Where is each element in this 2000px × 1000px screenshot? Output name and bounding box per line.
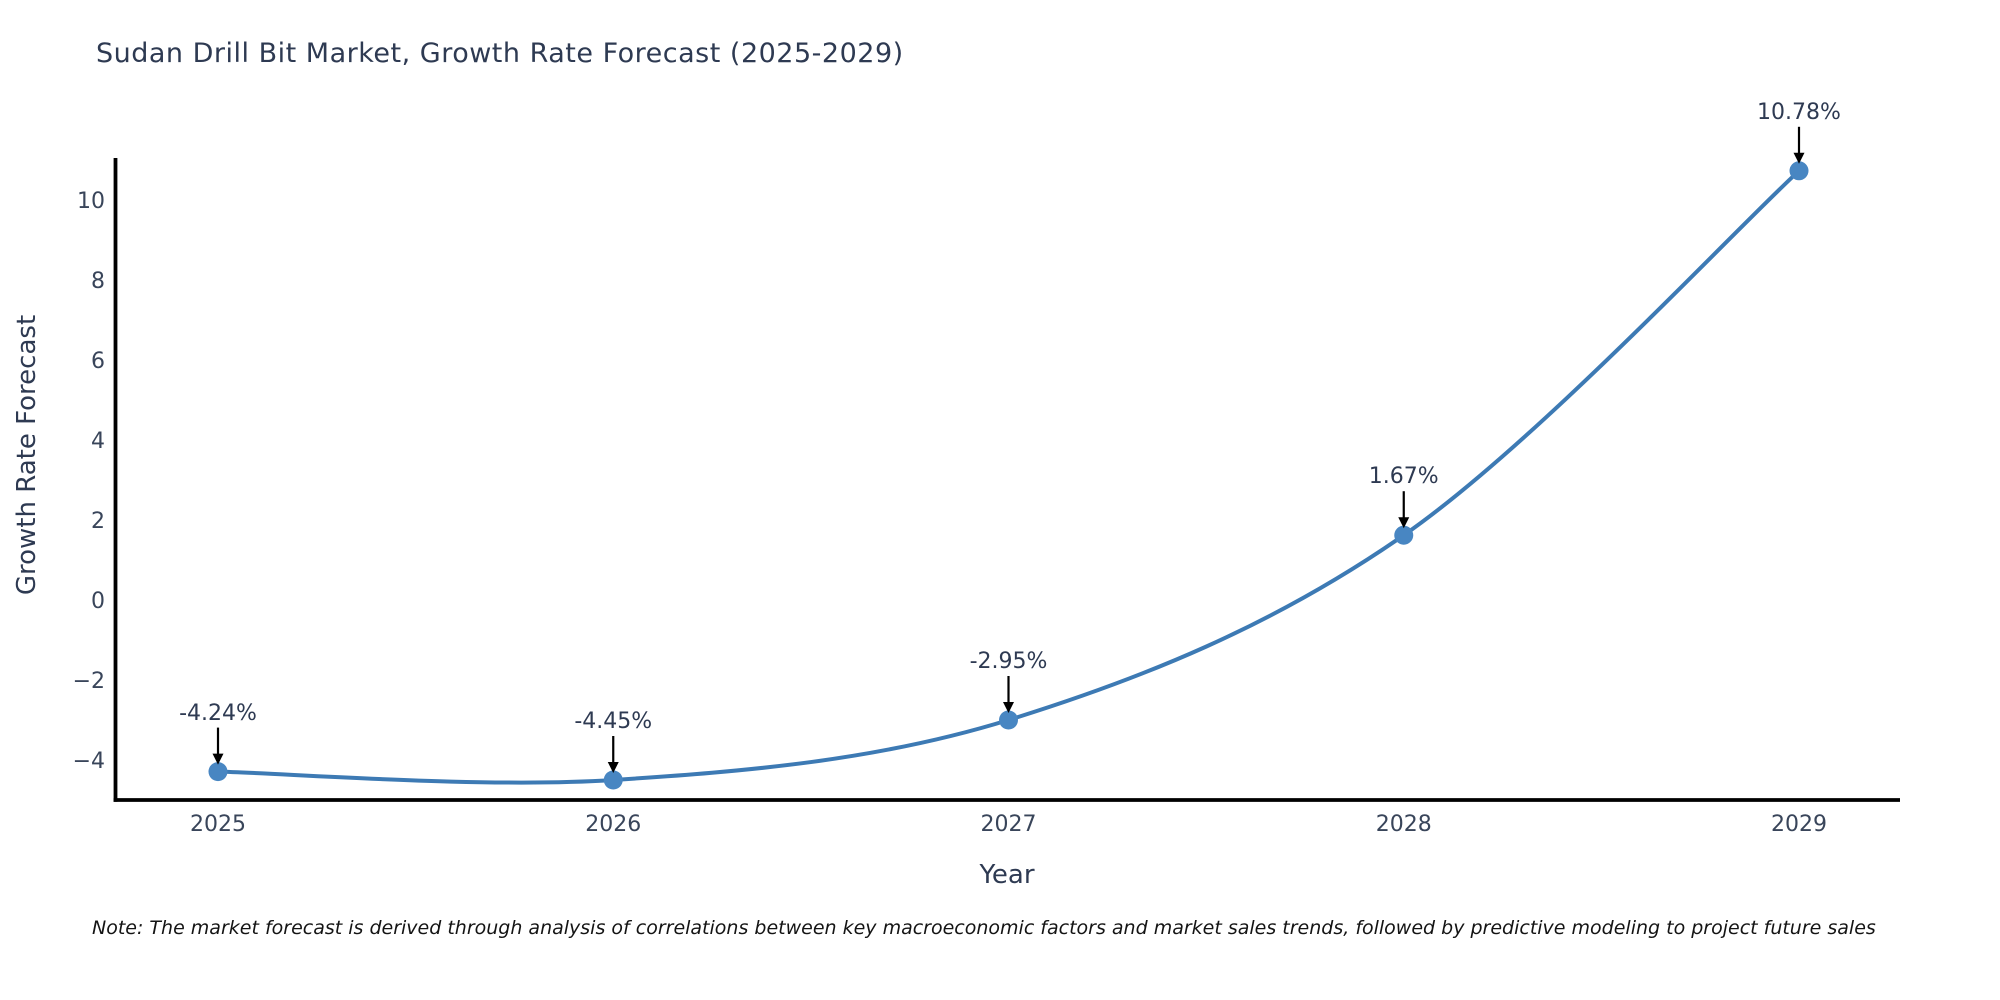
data-point-2027 (999, 710, 1018, 730)
x-tick-label-2028: 2028 (1375, 812, 1432, 837)
y-tick-label-2: 2 (91, 509, 105, 534)
data-label-2025: -4.24% (179, 700, 257, 726)
annotation-arrowhead-2027 (1003, 702, 1014, 713)
data-label-2028: 1.67% (1368, 464, 1439, 490)
annotation-arrowhead-2028 (1398, 517, 1410, 529)
data-point-2028 (1394, 525, 1414, 545)
annotation-arrowhead-2029 (1793, 152, 1805, 164)
x-tick-label-2025: 2025 (190, 812, 246, 837)
data-point-2026 (603, 770, 623, 790)
forecast-line (216, 168, 1801, 785)
y-tick-label-4: 4 (91, 429, 105, 454)
x-tick-label-2029: 2029 (1771, 812, 1827, 837)
y-tick-label-8: 8 (91, 269, 105, 294)
y-tick-label-10: 10 (77, 189, 105, 214)
annotation-arrowhead-2025 (212, 753, 224, 765)
data-point-2029 (1789, 161, 1809, 181)
chart-title: Sudan Drill Bit Market, Growth Rate Fore… (96, 38, 904, 69)
annotation-arrowhead-2026 (607, 762, 619, 773)
x-axis-label: Year (979, 860, 1035, 890)
y-tick-label--2: −2 (72, 669, 105, 694)
data-label-2026: -4.45% (574, 709, 653, 734)
data-point-2025 (208, 762, 228, 782)
y-tick-label-6: 6 (91, 349, 105, 374)
y-tick-label--4: −4 (72, 749, 105, 774)
data-label-2029: 10.78% (1757, 99, 1841, 125)
x-tick-label-2027: 2027 (980, 812, 1037, 837)
footnote: Note: The market forecast is derived thr… (92, 917, 1876, 939)
x-tick-label-2026: 2026 (585, 812, 642, 837)
data-label-2027: -2.95% (969, 649, 1048, 674)
y-tick-label-0: 0 (91, 589, 105, 614)
